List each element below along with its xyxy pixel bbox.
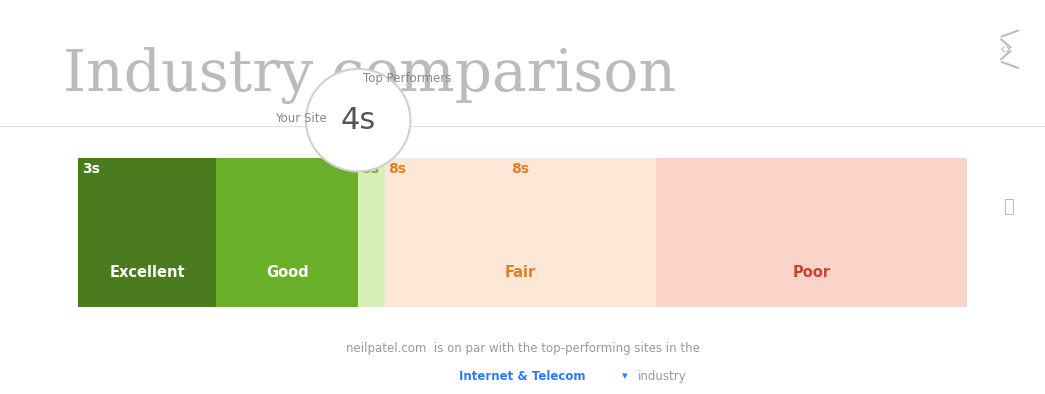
Text: Fair: Fair — [505, 266, 536, 281]
Bar — [78, 158, 216, 307]
Text: Good: Good — [265, 266, 308, 281]
Text: 3s: 3s — [82, 162, 100, 176]
Text: Internet & Telecom: Internet & Telecom — [459, 370, 586, 383]
Text: Your Site: Your Site — [275, 112, 327, 125]
Text: 5s: 5s — [362, 162, 379, 176]
Text: Industry comparison: Industry comparison — [63, 47, 676, 104]
Ellipse shape — [306, 69, 411, 171]
Bar — [358, 158, 385, 307]
Bar — [656, 158, 967, 307]
Text: industry: industry — [637, 370, 687, 383]
Polygon shape — [335, 142, 381, 156]
Text: ▾: ▾ — [622, 371, 627, 381]
Text: 4s: 4s — [341, 106, 376, 135]
Text: 8s: 8s — [511, 162, 529, 176]
Text: ⓘ: ⓘ — [1003, 198, 1014, 216]
Text: Excellent: Excellent — [110, 266, 185, 281]
Text: Poor: Poor — [792, 266, 830, 281]
Bar — [216, 158, 358, 307]
Text: ‹›: ‹› — [1000, 42, 1013, 57]
Polygon shape — [335, 142, 381, 156]
Text: neilpatel.com  is on par with the top-performing sites in the: neilpatel.com is on par with the top-per… — [346, 342, 699, 355]
Text: Top Performers: Top Performers — [364, 72, 451, 85]
Text: 8s: 8s — [389, 162, 407, 176]
Bar — [385, 158, 656, 307]
